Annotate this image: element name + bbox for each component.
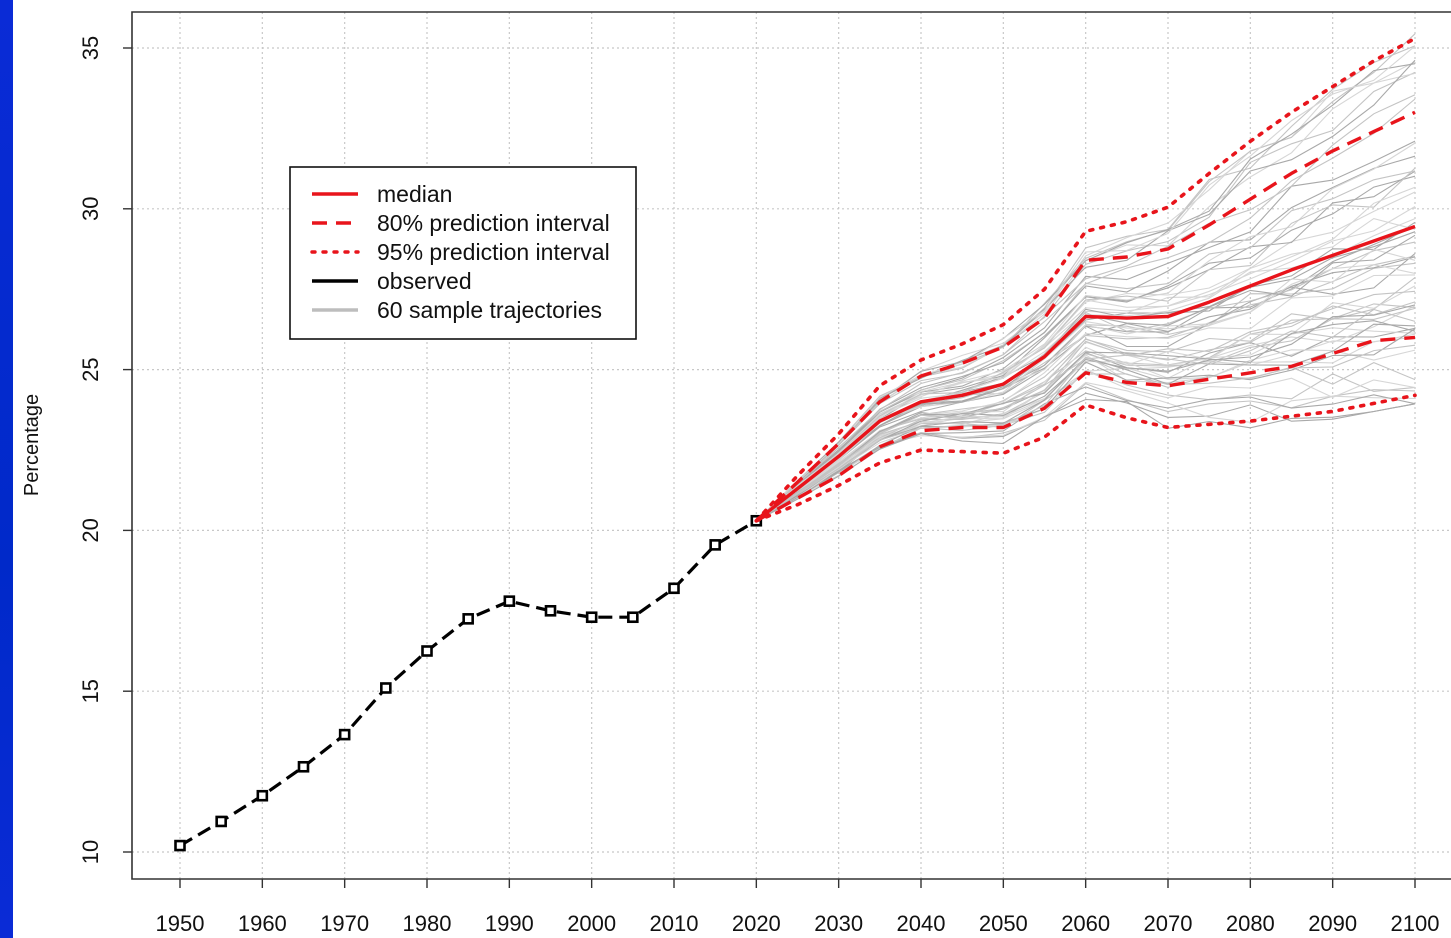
observed-point-1975 <box>380 682 392 694</box>
x-tick-label-2080: 2080 <box>1226 911 1275 936</box>
observed-point-1950 <box>174 839 186 852</box>
observed-point-1995 <box>544 604 557 617</box>
y-tick-label-30: 30 <box>78 197 103 221</box>
legend-label-5: 60 sample trajectories <box>377 297 602 323</box>
observed-point-1990 <box>503 595 516 607</box>
y-tick-label-10: 10 <box>78 840 103 864</box>
y-tick-label-15: 15 <box>78 679 103 703</box>
observed-point-2015 <box>709 539 721 551</box>
x-tick-label-1970: 1970 <box>320 911 369 936</box>
sample-trajectory-27 <box>756 349 1416 522</box>
x-tick-label-2050: 2050 <box>979 911 1028 936</box>
plot-frame <box>131 11 1451 880</box>
series-median <box>755 224 1416 523</box>
chart-axes: 1950 1960 1970 1980 1990 2000 2010 2020 2030 2040… <box>78 11 1451 936</box>
sample-trajectory-51 <box>755 45 1416 522</box>
x-tick-label-2010: 2010 <box>650 911 699 936</box>
series-80-upper <box>755 110 1416 523</box>
sample-trajectory-48 <box>755 248 1416 522</box>
observed-point-2005 <box>627 611 639 624</box>
sample-trajectory-16 <box>755 140 1416 522</box>
x-tick-label-1990: 1990 <box>485 911 534 936</box>
y-axis-title: Percentage <box>21 394 43 496</box>
observed-point-1955 <box>215 815 227 828</box>
observed-point-1965 <box>297 760 310 773</box>
observed-point-1980 <box>421 645 433 657</box>
sample-trajectory-56 <box>755 167 1416 522</box>
sample-trajectory-36 <box>755 274 1416 522</box>
sample-trajectory-22 <box>755 170 1416 522</box>
sample-trajectory-30 <box>755 142 1416 522</box>
legend-label-2: 80% prediction interval <box>377 210 610 236</box>
x-tick-label-1960: 1960 <box>238 911 287 936</box>
series-95-upper <box>754 36 1417 523</box>
slide-left-accent-bar <box>0 0 13 938</box>
observed-point-2010 <box>668 582 680 595</box>
chart-series <box>174 36 1417 852</box>
grid-lines <box>132 12 1451 879</box>
legend-label-4: observed <box>377 268 472 294</box>
series-95-lower <box>754 393 1417 523</box>
legend: median 80% prediction interval 95% predict… <box>289 166 637 340</box>
sample-trajectory-47 <box>755 98 1416 522</box>
sample-trajectory-49 <box>755 320 1416 522</box>
x-tick-label-2000: 2000 <box>567 911 616 936</box>
sample-trajectory-31 <box>755 253 1416 522</box>
x-tick-label-2020: 2020 <box>732 911 781 936</box>
sample-trajectory-60 <box>755 186 1416 522</box>
series-80-lower <box>755 335 1416 523</box>
x-tick-label-2060: 2060 <box>1061 911 1110 936</box>
sample-trajectory-28 <box>755 155 1416 522</box>
sample-trajectory-59 <box>755 344 1416 522</box>
observed-point-1960 <box>256 789 269 802</box>
observed-point-2000 <box>585 611 598 624</box>
sample-trajectory-58 <box>756 328 1416 522</box>
x-tick-label-2030: 2030 <box>814 911 863 936</box>
observed-point-1985 <box>462 613 474 625</box>
y-tick-label-25: 25 <box>78 357 103 381</box>
legend-label-3: 95% prediction interval <box>377 239 610 265</box>
legend-label-1: median <box>377 181 452 207</box>
x-tick-label-2090: 2090 <box>1308 911 1357 936</box>
y-tick-label-20: 20 <box>78 518 103 542</box>
sample-trajectory-38 <box>755 33 1416 522</box>
x-tick-label-2070: 2070 <box>1144 911 1193 936</box>
sample-trajectory-53 <box>755 290 1416 522</box>
sample-trajectory-57 <box>756 369 1416 522</box>
x-tick-label-2040: 2040 <box>897 911 946 936</box>
x-tick-label-1980: 1980 <box>403 911 452 936</box>
x-tick-label-1950: 1950 <box>156 911 205 936</box>
y-tick-label-35: 35 <box>78 36 103 60</box>
observed-point-1970 <box>338 728 351 741</box>
x-tick-label-2100: 2100 <box>1391 911 1440 936</box>
